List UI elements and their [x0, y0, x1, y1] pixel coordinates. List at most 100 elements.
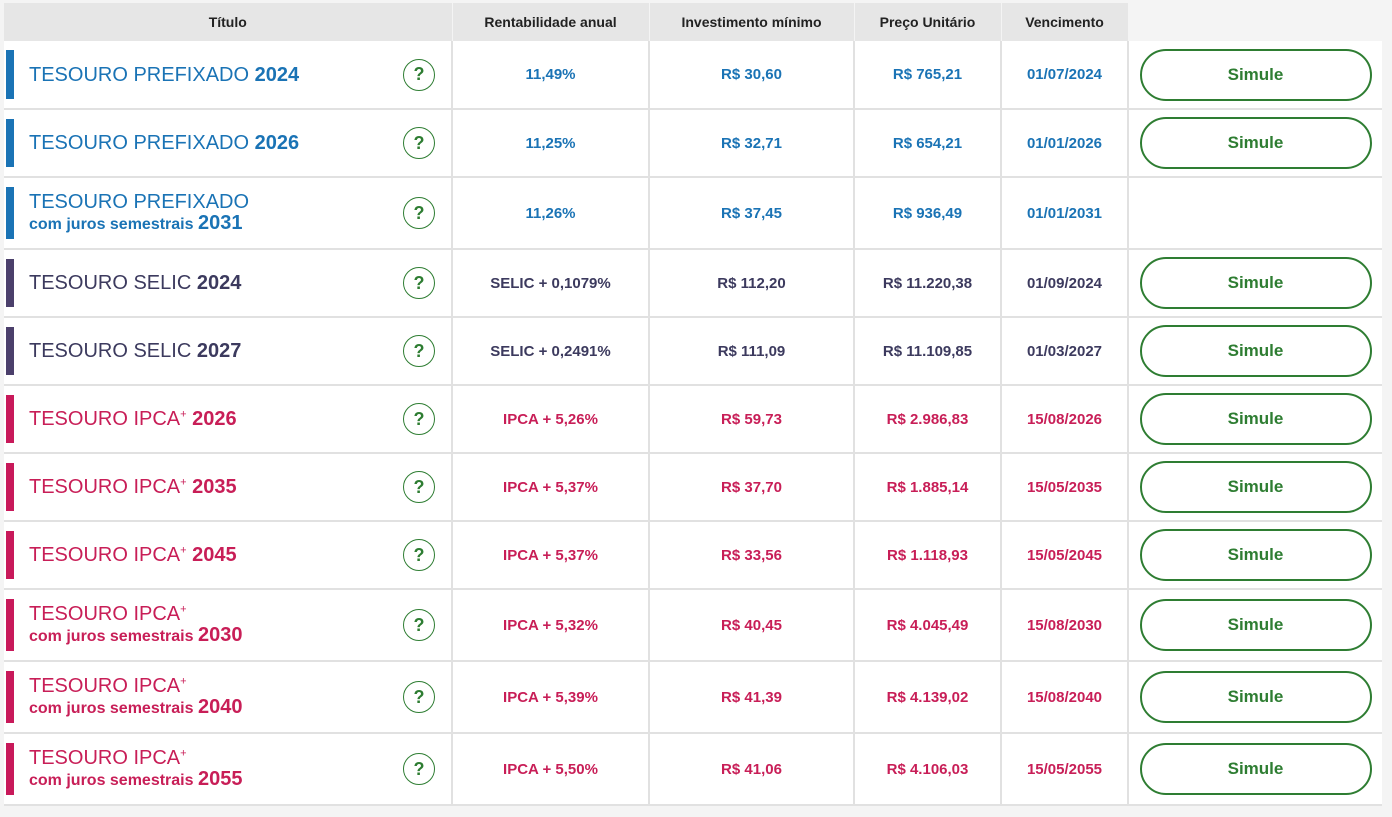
simule-button[interactable]: Simule — [1139, 117, 1372, 169]
bond-name: TESOURO IPCA — [29, 476, 181, 498]
category-color-bar — [6, 259, 14, 307]
vencimento-cell: 15/08/2040 — [1001, 661, 1129, 734]
header-rentabilidade: Rentabilidade anual — [452, 3, 650, 41]
bond-title-cell: TESOURO PREFIXADO com juros semestrais 2… — [4, 177, 453, 250]
question-circle-icon[interactable]: ? — [403, 753, 435, 785]
table-row: TESOURO PREFIXADO 2024 ? 11,49% R$ 30,60… — [4, 41, 1382, 110]
question-circle-icon[interactable]: ? — [403, 681, 435, 713]
investimento-cell: R$ 59,73 — [649, 385, 855, 454]
table-row: TESOURO IPCA+ com juros semestrais 2040 … — [4, 661, 1382, 734]
question-circle-icon[interactable]: ? — [403, 471, 435, 503]
rentabilidade-cell: IPCA + 5,39% — [452, 661, 650, 734]
action-cell: Simule — [1128, 521, 1382, 590]
table-row: TESOURO SELIC 2024 ? SELIC + 0,1079% R$ … — [4, 249, 1382, 318]
vencimento-cell: 15/05/2035 — [1001, 453, 1129, 522]
action-cell: Simule — [1128, 733, 1382, 806]
question-circle-icon[interactable]: ? — [403, 539, 435, 571]
vencimento-cell: 01/07/2024 — [1001, 41, 1129, 110]
superscript-plus: + — [180, 544, 187, 557]
question-circle-icon[interactable]: ? — [403, 403, 435, 435]
rentabilidade-cell: IPCA + 5,37% — [452, 453, 650, 522]
bond-year: 2024 — [254, 63, 300, 86]
bond-name: TESOURO IPCA — [29, 408, 181, 430]
question-circle-icon[interactable]: ? — [403, 609, 435, 641]
category-color-bar — [6, 395, 14, 443]
bond-year: 2031 — [197, 212, 243, 234]
bond-title-cell: TESOURO IPCA+ 2035 ? — [4, 453, 453, 522]
bond-name: TESOURO PREFIXADO — [29, 63, 250, 86]
bond-year: 2027 — [196, 340, 242, 362]
bond-year: 2030 — [197, 624, 243, 646]
simule-button[interactable]: Simule — [1139, 671, 1372, 723]
preco-cell: R$ 4.139,02 — [854, 661, 1002, 734]
action-cell: Simule — [1128, 109, 1382, 178]
simule-button[interactable]: Simule — [1139, 743, 1372, 795]
bond-subtitle: com juros semestrais — [29, 216, 194, 233]
bond-title-cell: TESOURO IPCA+ com juros semestrais 2055 … — [4, 733, 453, 806]
preco-cell: R$ 765,21 — [854, 41, 1002, 110]
simule-button[interactable]: Simule — [1139, 599, 1372, 651]
bond-name: TESOURO IPCA — [29, 603, 181, 625]
category-color-bar — [6, 119, 14, 167]
question-circle-icon[interactable]: ? — [403, 197, 435, 229]
bond-year: 2040 — [197, 696, 243, 718]
rentabilidade-cell: SELIC + 0,1079% — [452, 249, 650, 318]
bond-name: TESOURO IPCA — [29, 675, 181, 697]
table-header-row: Título Rentabilidade anual Investimento … — [4, 3, 1382, 41]
rentabilidade-cell: IPCA + 5,32% — [452, 589, 650, 662]
bond-subtitle: com juros semestrais — [29, 772, 194, 789]
header-investimento: Investimento mínimo — [649, 3, 855, 41]
investimento-cell: R$ 112,20 — [649, 249, 855, 318]
bond-name: TESOURO IPCA — [29, 544, 181, 566]
superscript-plus: + — [180, 603, 187, 616]
superscript-plus: + — [180, 408, 187, 421]
action-cell: Simule — [1128, 249, 1382, 318]
bond-year: 2035 — [192, 476, 237, 498]
question-circle-icon[interactable]: ? — [403, 335, 435, 367]
bond-title-cell: TESOURO IPCA+ 2026 ? — [4, 385, 453, 454]
investimento-cell: R$ 40,45 — [649, 589, 855, 662]
vencimento-cell: 15/05/2045 — [1001, 521, 1129, 590]
bond-subtitle: com juros semestrais — [29, 700, 194, 717]
bond-year: 2045 — [192, 544, 237, 566]
category-color-bar — [6, 463, 14, 511]
treasury-bonds-table: Título Rentabilidade anual Investimento … — [4, 3, 1382, 806]
investimento-cell: R$ 37,45 — [649, 177, 855, 250]
header-titulo: Título — [4, 3, 453, 41]
simule-button[interactable]: Simule — [1139, 461, 1372, 513]
preco-cell: R$ 654,21 — [854, 109, 1002, 178]
preco-cell: R$ 1.885,14 — [854, 453, 1002, 522]
superscript-plus: + — [180, 675, 187, 688]
action-cell: Simule — [1128, 385, 1382, 454]
category-color-bar — [6, 743, 14, 795]
question-circle-icon[interactable]: ? — [403, 58, 435, 91]
simule-button[interactable]: Simule — [1139, 529, 1372, 581]
investimento-cell: R$ 33,56 — [649, 521, 855, 590]
bond-name: TESOURO PREFIXADO — [29, 132, 250, 154]
preco-cell: R$ 4.045,49 — [854, 589, 1002, 662]
question-circle-icon[interactable]: ? — [403, 127, 435, 159]
simule-button[interactable]: Simule — [1139, 393, 1372, 445]
rentabilidade-cell: IPCA + 5,26% — [452, 385, 650, 454]
category-color-bar — [6, 531, 14, 579]
bond-title-cell: TESOURO IPCA+ com juros semestrais 2040 … — [4, 661, 453, 734]
preco-cell: R$ 936,49 — [854, 177, 1002, 250]
simule-button[interactable]: Simule — [1139, 257, 1372, 309]
bond-name: TESOURO IPCA — [29, 747, 181, 769]
header-vencimento: Vencimento — [1001, 3, 1129, 41]
category-color-bar — [6, 599, 14, 651]
vencimento-cell: 01/09/2024 — [1001, 249, 1129, 318]
simule-button[interactable]: Simule — [1139, 48, 1372, 101]
simule-button[interactable]: Simule — [1139, 325, 1372, 377]
rentabilidade-cell: IPCA + 5,37% — [452, 521, 650, 590]
category-color-bar — [6, 187, 14, 239]
investimento-cell: R$ 41,06 — [649, 733, 855, 806]
superscript-plus: + — [180, 476, 187, 489]
investimento-cell: R$ 32,71 — [649, 109, 855, 178]
bond-year: 2024 — [196, 272, 242, 294]
rentabilidade-cell: 11,25% — [452, 109, 650, 178]
question-circle-icon[interactable]: ? — [403, 267, 435, 299]
rentabilidade-cell: SELIC + 0,2491% — [452, 317, 650, 386]
action-cell: Simule — [1128, 589, 1382, 662]
rentabilidade-cell: 11,49% — [452, 41, 650, 110]
